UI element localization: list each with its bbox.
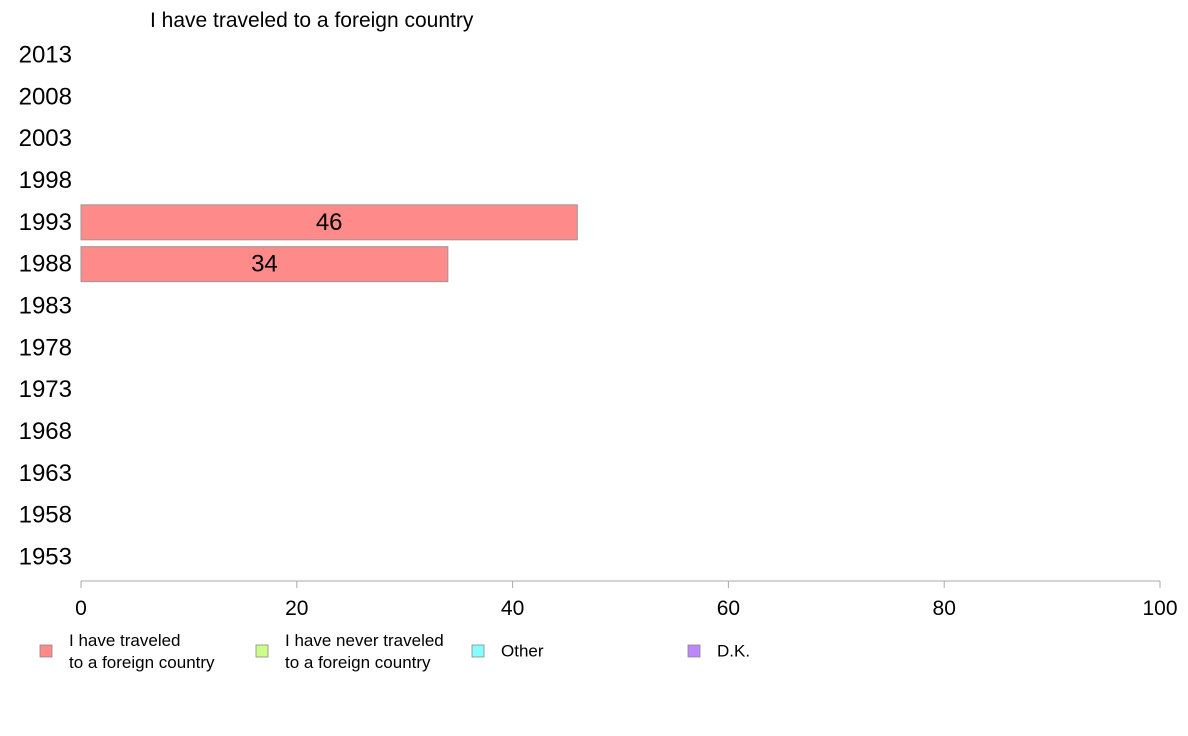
y-label-2003: 2003	[19, 125, 72, 152]
x-axis: 0 20 40 60 80 100	[75, 580, 1178, 620]
legend-label-1: I have never traveled to a foreign countr…	[285, 631, 444, 672]
y-label-2008: 2008	[19, 83, 72, 110]
x-tick-label-20: 20	[285, 597, 308, 620]
chart-title: I have traveled to a foreign country	[150, 9, 474, 32]
legend-swatch-0	[39, 644, 53, 658]
legend-label-3: D.K.	[717, 642, 750, 661]
y-label-1983: 1983	[19, 292, 72, 319]
legend-swatch-3	[687, 644, 701, 658]
y-label-1968: 1968	[19, 418, 72, 445]
x-tick-label-0: 0	[75, 597, 87, 620]
legend: I have traveled to a foreign country I hav…	[39, 631, 750, 672]
bar-label-1993: 46	[316, 209, 343, 236]
y-label-1988: 1988	[19, 251, 72, 278]
y-label-2013: 2013	[19, 42, 72, 69]
legend-label-0: I have traveled to a foreign country	[69, 631, 215, 672]
y-label-1958: 1958	[19, 502, 72, 529]
y-label-1998: 1998	[19, 167, 72, 194]
x-tick-label-40: 40	[501, 597, 524, 620]
legend-swatch-1	[255, 644, 269, 658]
legend-label-2: Other	[501, 642, 544, 661]
y-label-1993: 1993	[19, 209, 72, 236]
legend-swatch-2	[471, 644, 485, 658]
x-tick-label-80: 80	[933, 597, 956, 620]
x-tick-label-100: 100	[1142, 597, 1177, 620]
y-label-1963: 1963	[19, 460, 72, 487]
x-tick-label-60: 60	[717, 597, 740, 620]
bars: 46 34	[80, 204, 578, 283]
y-axis-labels: 2013 2008 2003 1998 1993 1988 1983 1978 1973 1968…	[19, 42, 72, 571]
bar-label-1988: 34	[251, 251, 278, 278]
bar-1993	[80, 204, 578, 241]
y-label-1978: 1978	[19, 334, 72, 361]
y-label-1953: 1953	[19, 543, 72, 570]
bar-1988	[80, 246, 449, 283]
y-label-1973: 1973	[19, 376, 72, 403]
